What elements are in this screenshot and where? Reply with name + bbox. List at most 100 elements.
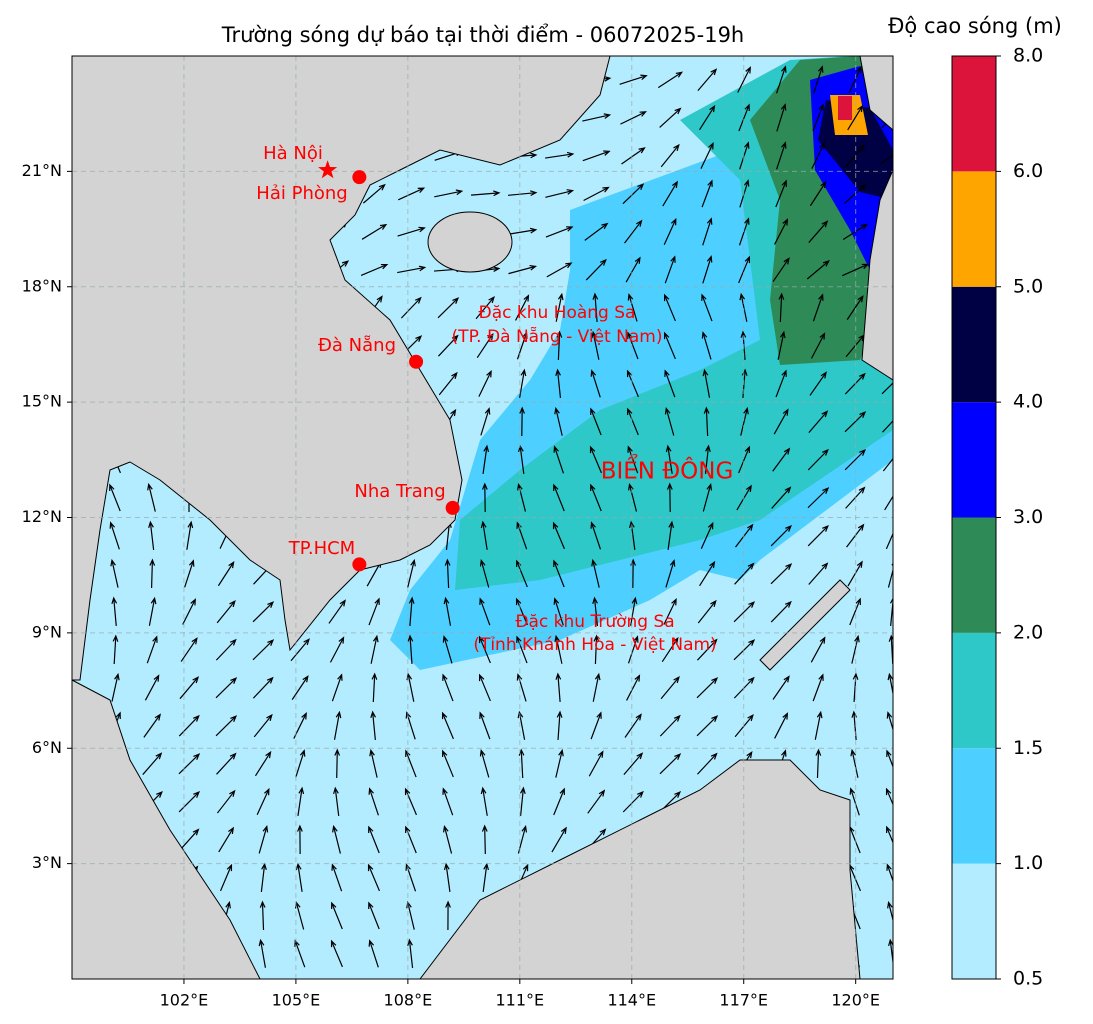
wave-arrow (441, 711, 454, 740)
wave-zone (838, 96, 852, 120)
wave-arrow (886, 749, 893, 769)
wave-arrow (405, 749, 417, 778)
wave-arrow (437, 334, 459, 357)
wave-arrow (808, 220, 829, 243)
wave-arrow (592, 292, 599, 323)
wave-arrow (700, 141, 714, 169)
wave-arrow (660, 143, 680, 168)
wave-arrow (627, 331, 639, 360)
wave-arrow (331, 901, 343, 930)
wave-arrow (443, 596, 452, 626)
wave-arrow (627, 293, 638, 322)
wave-arrow (480, 407, 491, 436)
wave-arrow (664, 369, 676, 398)
wave-arrow (408, 596, 415, 627)
wave-arrow (508, 227, 538, 235)
colorbar-segment (952, 863, 996, 979)
wave-arrow (481, 482, 488, 513)
colorbar-tick-label: 6.0 (1013, 160, 1043, 182)
wave-arrow (331, 673, 343, 702)
wave-arrow (360, 263, 389, 277)
colorbar-tick-label: 8.0 (1013, 45, 1043, 67)
wave-arrow (661, 637, 679, 663)
wave-arrow (844, 449, 867, 471)
colorbar-segment (952, 632, 996, 749)
region-label: Đặc khu Trường Sa (515, 612, 674, 632)
wave-arrow (592, 672, 601, 702)
region-label: (Tỉnh Khánh Hòa - Việt Nam) (473, 635, 716, 655)
wave-arrow (775, 179, 787, 208)
wave-arrow (148, 520, 155, 550)
wave-arrow (442, 635, 453, 664)
wave-arrow (882, 420, 893, 433)
wave-arrow (592, 596, 599, 626)
colorbar-tick-label: 5.0 (1013, 275, 1043, 297)
wave-arrow (369, 748, 378, 778)
wave-arrow (258, 938, 267, 968)
wave-arrow (555, 368, 562, 398)
wave-arrow (110, 558, 119, 588)
wave-arrow (515, 597, 528, 626)
wave-arrow (444, 558, 451, 589)
wave-arrow (553, 597, 564, 626)
wave-arrow (590, 711, 602, 740)
wave-arrow (882, 457, 893, 472)
wave-arrow (546, 262, 573, 278)
wave-arrow (659, 753, 682, 775)
wave-arrow (621, 147, 646, 165)
wave-arrow (881, 382, 893, 395)
map-area (72, 56, 893, 979)
wave-arrow (442, 749, 454, 778)
land (759, 579, 851, 671)
wave-arrow (479, 711, 491, 740)
wave-arrow (545, 226, 574, 238)
wave-arrow (258, 825, 269, 854)
wave-arrow (184, 559, 195, 588)
wave-arrow (368, 787, 379, 816)
wave-arrow (627, 407, 639, 436)
wave-arrow (622, 183, 645, 205)
wave-arrow (508, 264, 538, 275)
region-label: BIỂN ĐÔNG (601, 455, 734, 485)
wave-arrow (216, 789, 236, 814)
wave-arrow (481, 824, 488, 855)
wave-arrow (479, 559, 490, 588)
wave-arrow (591, 558, 600, 588)
x-tick-label: 120°E (831, 991, 880, 1010)
wave-arrow (696, 638, 718, 661)
wave-arrow (290, 638, 310, 662)
wave-arrow (437, 297, 460, 319)
wave-arrow (332, 824, 341, 854)
wave-arrow (885, 787, 893, 806)
wave-arrow (702, 368, 711, 398)
wave-arrow (143, 713, 162, 738)
wave-arrow (182, 598, 196, 625)
wave-arrow (590, 369, 601, 398)
wave-arrow (808, 562, 829, 585)
wave-arrow (697, 68, 718, 92)
wave-arrow (886, 863, 893, 883)
map-title: Trường sóng dự báo tại thời điểm - 06072… (221, 23, 744, 47)
wave-arrow (252, 676, 274, 699)
wave-arrow (702, 255, 713, 284)
wave-arrow (553, 559, 565, 588)
land (72, 679, 261, 979)
grid (72, 56, 893, 979)
wave-arrow (553, 483, 565, 512)
wave-arrow (515, 294, 530, 321)
place-label: Đà Nẵng (318, 335, 396, 356)
wave-arrow (361, 223, 388, 240)
wave-arrow (553, 787, 565, 816)
wave-arrow (400, 296, 422, 319)
wave-arrow (770, 524, 792, 547)
colorbar-tick-label: 3.0 (1013, 506, 1043, 528)
wave-arrow (887, 672, 893, 697)
wave-arrow (556, 710, 563, 741)
colorbar-tick-label: 1.0 (1013, 852, 1043, 874)
wave-arrow (333, 710, 342, 740)
wave-arrow (253, 713, 273, 738)
wave-arrow (660, 676, 680, 700)
x-tick-label: 105°E (272, 991, 321, 1010)
wave-arrow (362, 183, 386, 204)
